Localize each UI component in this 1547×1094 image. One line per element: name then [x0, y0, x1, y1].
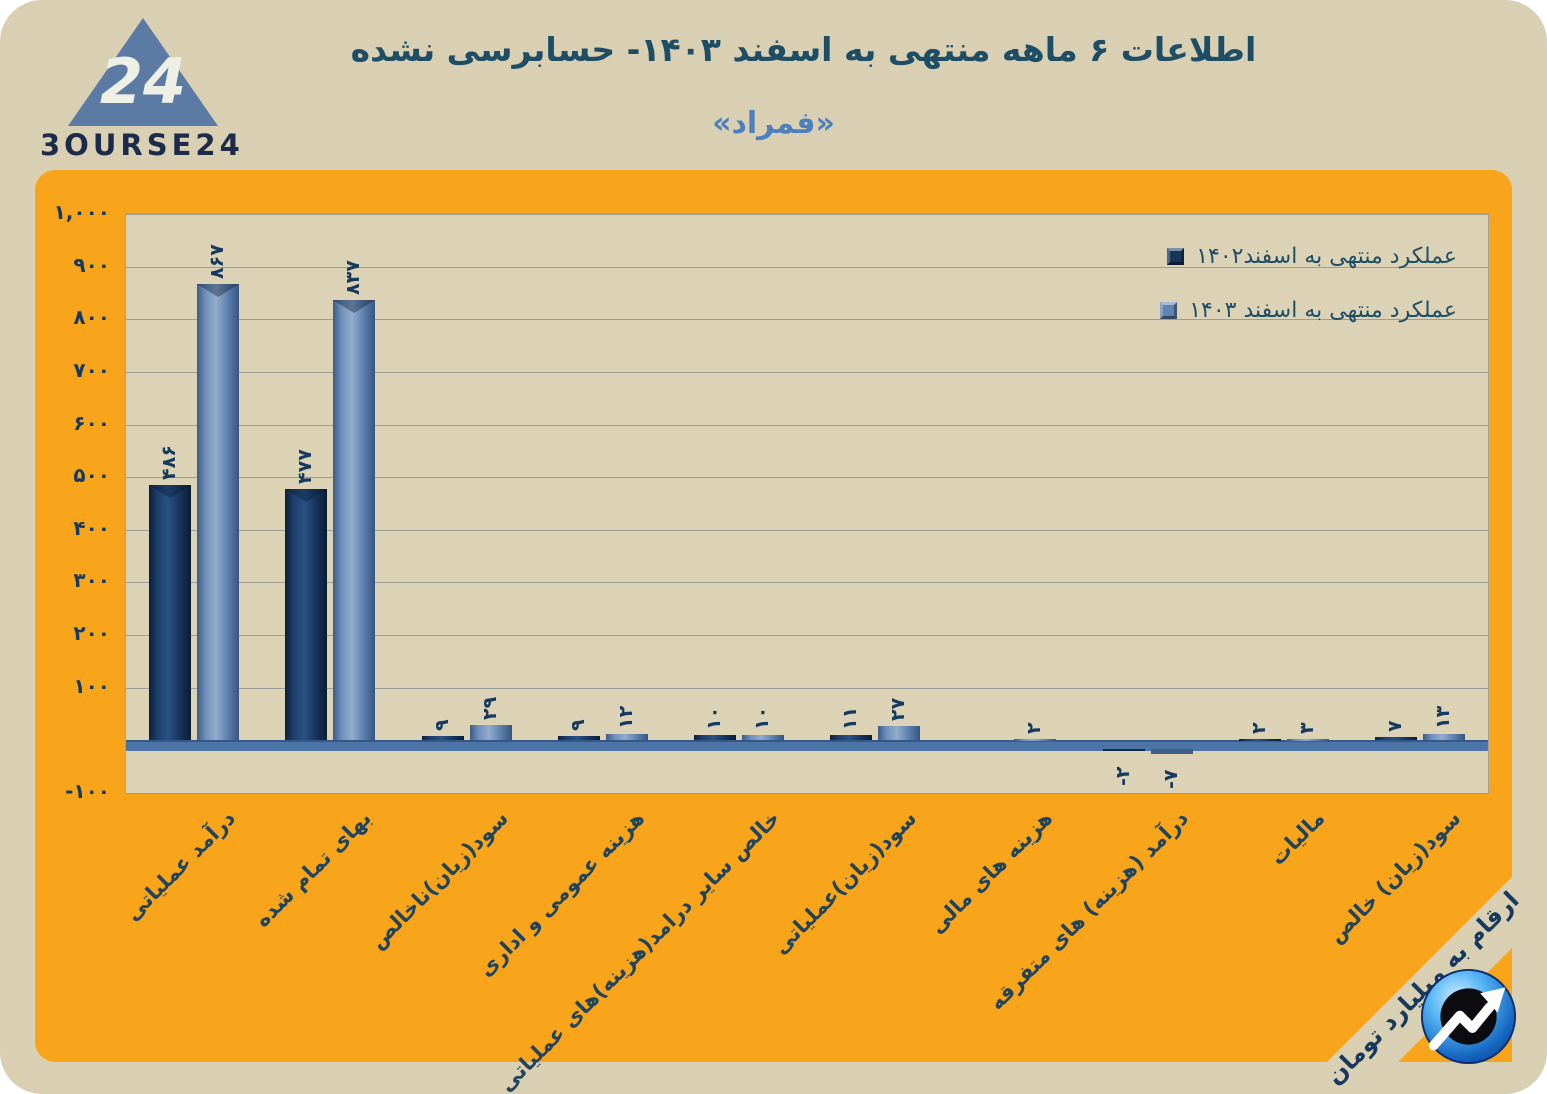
bar-عملکرد منتهی به اسفند۱۴۰۲-سود(زیان)عملیاتی: [830, 734, 873, 741]
bourse24-logo: 24 3OURSE24: [40, 8, 240, 162]
y-axis-tick-label: ۱۰۰: [73, 673, 110, 698]
logo-wordmark: 3OURSE24: [40, 128, 244, 162]
bar-value-label: ۱۲: [614, 705, 637, 730]
y-axis-tick-label: ۷۰۰: [73, 357, 110, 382]
gridline: [126, 424, 1488, 426]
gridline: [126, 687, 1488, 689]
page-subtitle: «فمراد»: [712, 106, 835, 141]
bar-value-label: ۲: [1247, 722, 1270, 735]
bar-value-label: -۷: [1159, 769, 1182, 790]
bar-عملکرد منتهی به اسفند۱۴۰۲-سود(زیان) خالص: [1374, 736, 1417, 741]
bar-value-label: ۱۰: [750, 706, 773, 731]
bar-عملکرد منتهی به اسفند ۱۴۰۳-بهای تمام شده: [333, 299, 376, 741]
gridline: [126, 371, 1488, 373]
y-axis-tick-label: ۳۰۰: [73, 568, 110, 593]
bar-value-label: ۱۳: [1431, 705, 1454, 729]
bar-value-label: ۷: [1383, 720, 1406, 732]
legend-label: عملکرد منتهی به اسفند ۱۴۰۳: [1189, 298, 1457, 323]
bar-عملکرد منتهی به اسفند ۱۴۰۳-سود(زیان)عملیاتی: [878, 726, 921, 741]
bar-value-label: ۹: [566, 719, 589, 731]
legend-marker-icon: [1167, 248, 1185, 265]
gridline: [126, 266, 1488, 268]
gridline: [126, 793, 1488, 794]
bar-عملکرد منتهی به اسفند ۱۴۰۳-خالص سایر درامد(هزینه)های عملیاتی: [741, 735, 784, 741]
bar-top-notch: [285, 489, 328, 503]
y-axis-tick-label: ۴۰۰: [73, 515, 110, 540]
bourse24-ball-icon: [1420, 968, 1517, 1065]
legend-item: عملکرد منتهی به اسفند ۱۴۰۳: [1160, 298, 1457, 323]
bar-عملکرد منتهی به اسفند ۱۴۰۳-سود(زیان)ناخالص: [469, 725, 512, 741]
logo-24-mark: 24: [99, 45, 187, 118]
y-axis-tick-label: -۱۰۰: [65, 779, 110, 803]
legend-item: عملکرد منتهی به اسفند۱۴۰۲: [1167, 244, 1457, 269]
bar-عملکرد منتهی به اسفند ۱۴۰۳-درآمد عملیاتی: [197, 284, 240, 741]
y-axis-tick-label: ۸۰۰: [73, 305, 110, 330]
bar-value-label: -۲: [1111, 766, 1134, 787]
y-axis-tick-label: ۶۰۰: [73, 410, 110, 435]
bar-value-label: ۱۰: [702, 706, 725, 731]
bar-عملکرد منتهی به اسفند ۱۴۰۳-درآمد (هزینه) های متفرقه: [1150, 749, 1193, 755]
bar-top-notch: [149, 484, 192, 498]
gridline: [126, 635, 1488, 637]
bar-value-label: ۲: [1023, 722, 1046, 735]
legend-label: عملکرد منتهی به اسفند۱۴۰۲: [1196, 244, 1457, 269]
bar-value-label: ۸۶۷: [206, 244, 229, 279]
bar-عملکرد منتهی به اسفند۱۴۰۲-مالیات: [1238, 739, 1281, 742]
legend-marker-icon: [1160, 302, 1178, 319]
bar-عملکرد منتهی به اسفند ۱۴۰۳-هزینه عمومی و اداری: [605, 734, 648, 741]
gridline: [126, 529, 1488, 531]
bar-value-label: ۳: [1295, 722, 1318, 734]
bar-top-notch: [333, 299, 376, 313]
bar-عملکرد منتهی به اسفند۱۴۰۲-سود(زیان)ناخالص: [421, 735, 464, 741]
page-title: اطلاعات ۶ ماهه منتهی به اسفند ۱۴۰۳- حساب…: [350, 30, 1257, 69]
bar-عملکرد منتهی به اسفند ۱۴۰۳-مالیات: [1286, 738, 1329, 741]
y-axis-tick-label: ۹۰۰: [73, 252, 110, 277]
bar-عملکرد منتهی به اسفند۱۴۰۲-بهای تمام شده: [285, 489, 328, 741]
bar-عملکرد منتهی به اسفند۱۴۰۲-خالص سایر درامد(هزینه)های عملیاتی: [693, 735, 736, 741]
bar-value-label: ۹: [430, 719, 453, 731]
y-axis-tick-label: ۱,۰۰۰: [53, 200, 110, 224]
bar-عملکرد منتهی به اسفند۱۴۰۲-هزینه عمومی و اداری: [557, 735, 600, 741]
bar-value-label: ۲۹: [478, 696, 501, 721]
bar-value-label: ۲۷: [887, 697, 910, 722]
gridline: [126, 319, 1488, 321]
bar-top-notch: [197, 284, 240, 297]
gridline: [126, 477, 1488, 479]
bar-عملکرد منتهی به اسفند ۱۴۰۳-سود(زیان) خالص: [1422, 733, 1465, 741]
bar-value-label: ۸۳۷: [342, 260, 365, 295]
zero-axis-line: [126, 740, 1488, 752]
plot-area: [125, 213, 1489, 794]
bar-عملکرد منتهی به اسفند ۱۴۰۳-هزینه های مالی: [1014, 739, 1057, 742]
bar-عملکرد منتهی به اسفند۱۴۰۲-درآمد عملیاتی: [149, 484, 192, 741]
y-axis-tick-label: ۵۰۰: [73, 463, 110, 488]
bar-value-label: ۴۷۷: [294, 449, 317, 485]
bar-عملکرد منتهی به اسفند۱۴۰۲-درآمد (هزینه) های متفرقه: [1102, 749, 1145, 752]
y-axis-tick-label: ۲۰۰: [73, 621, 110, 646]
bar-value-label: ۱۱: [839, 706, 862, 730]
gridline: [126, 582, 1488, 584]
gridline: [126, 214, 1488, 215]
bar-value-label: ۴۸۶: [158, 444, 181, 480]
